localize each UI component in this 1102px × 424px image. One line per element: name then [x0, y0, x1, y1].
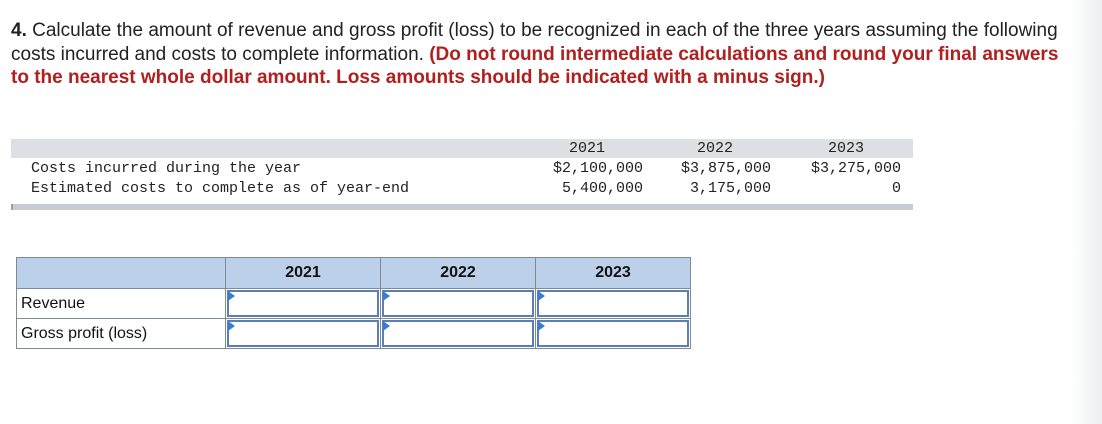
gross-profit-2022-input[interactable] [382, 320, 534, 347]
answer-header-blank [16, 257, 226, 289]
given-row-costs-incurred: Costs incurred during the year $2,100,00… [11, 158, 913, 178]
revenue-2023-input[interactable] [537, 290, 689, 317]
given-cell: $3,275,000 [810, 160, 901, 177]
given-year-2021: 2021 [568, 140, 605, 157]
gross-profit-2023-input[interactable] [537, 320, 689, 347]
given-table-bottom-bar [11, 204, 913, 210]
given-year-2023: 2023 [827, 140, 864, 157]
given-cell: 0 [891, 180, 901, 197]
given-cell: 5,400,000 [561, 180, 643, 197]
question-body: Calculate the amount of revenue and gros… [11, 20, 1058, 65]
answer-row-revenue: Revenue [16, 288, 691, 319]
given-year-2022: 2022 [696, 140, 733, 157]
answer-header-2021: 2021 [225, 257, 381, 289]
answer-header-2022: 2022 [380, 257, 536, 289]
answer-header-row: 2021 2022 2023 [16, 257, 691, 289]
row-label-revenue: Revenue [16, 288, 226, 319]
given-row-costs-to-complete: Estimated costs to complete as of year-e… [11, 178, 913, 198]
answer-row-gross-profit: Gross profit (loss) [16, 318, 691, 349]
given-data-table: 2021 2022 2023 Costs incurred during the… [11, 139, 913, 210]
revenue-2022-input[interactable] [382, 290, 534, 317]
question-text: 4. Calculate the amount of revenue and g… [11, 19, 1081, 90]
question-instruction: (Do not round intermediate calculations … [11, 43, 1059, 89]
given-cell: $2,100,000 [552, 160, 643, 177]
question-number: 4. [11, 20, 27, 41]
answer-table: 2021 2022 2023 Revenue Gross profit (los… [16, 257, 691, 349]
given-header-row: 2021 2022 2023 [11, 139, 913, 158]
gross-profit-2021-input[interactable] [227, 320, 379, 347]
given-row-label: Costs incurred during the year [31, 160, 302, 177]
answer-header-2023: 2023 [535, 257, 691, 289]
given-row-label: Estimated costs to complete as of year-e… [31, 180, 410, 197]
revenue-2021-input[interactable] [227, 290, 379, 317]
page-edge-shade [1072, 0, 1102, 424]
given-cell: 3,175,000 [689, 180, 771, 197]
given-cell: $3,875,000 [680, 160, 771, 177]
row-label-gross-profit: Gross profit (loss) [16, 318, 226, 349]
